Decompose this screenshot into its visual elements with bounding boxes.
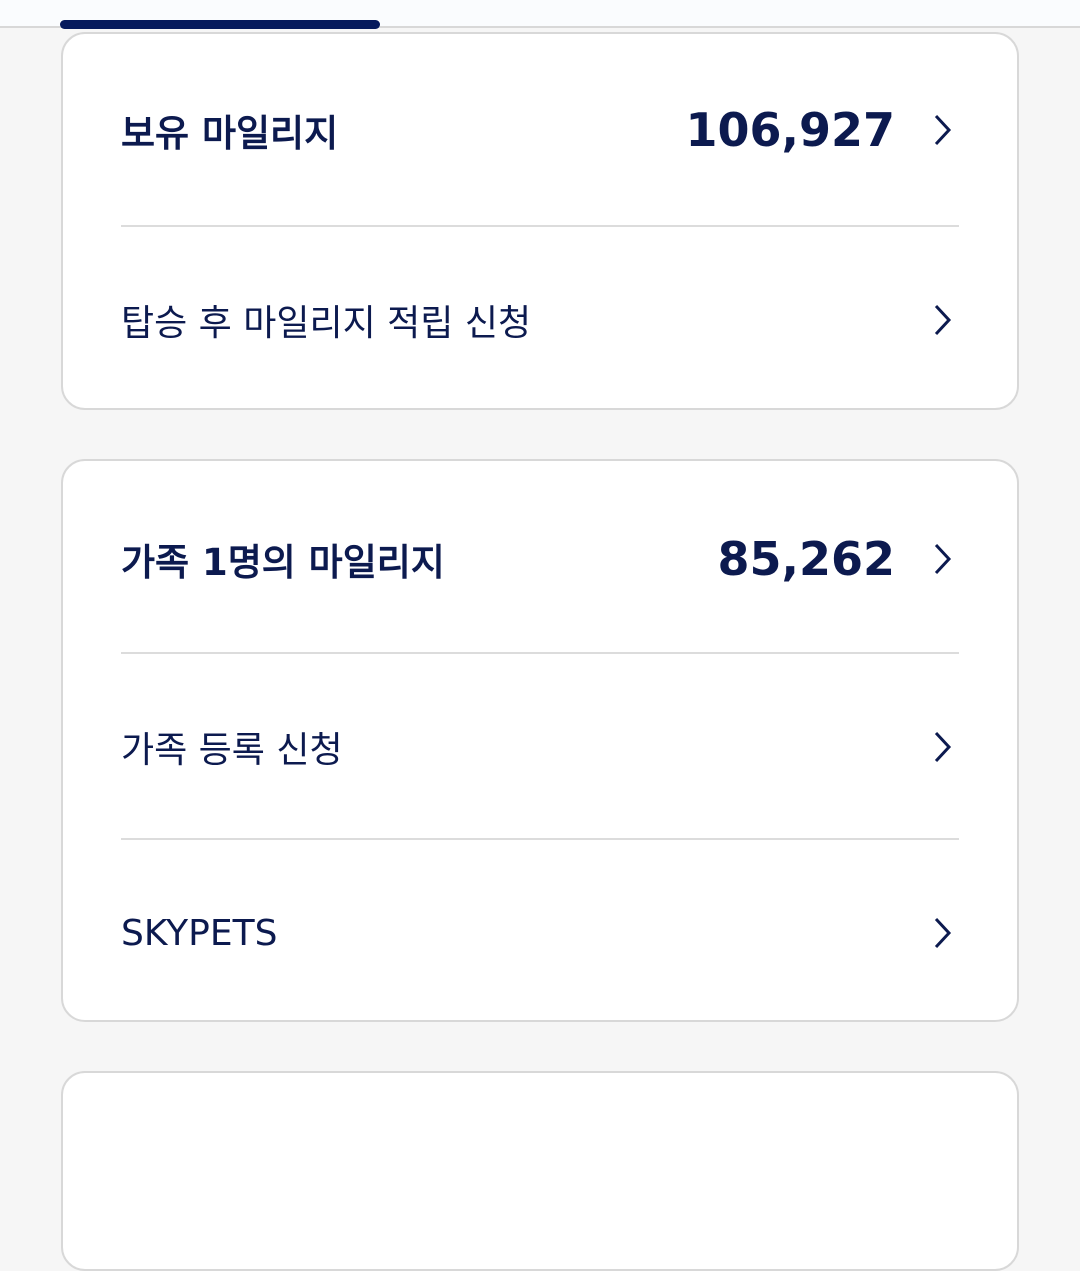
chevron-right-icon: [925, 113, 959, 147]
divider: [121, 652, 959, 654]
my-mileage-row[interactable]: 보유 마일리지 106,927: [121, 94, 959, 166]
post-flight-accrual-label: 탑승 후 마일리지 적립 신청: [121, 303, 532, 344]
post-flight-accrual-row[interactable]: 탑승 후 마일리지 적립 신청: [121, 284, 959, 356]
family-mileage-card: 가족 1명의 마일리지 85,262 가족 등록 신청 SKYPETS: [61, 459, 1019, 1022]
my-mileage-card: 보유 마일리지 106,927 탑승 후 마일리지 적립 신청: [61, 32, 1019, 410]
family-mileage-label: 가족 1명의 마일리지: [121, 541, 445, 584]
my-mileage-value: 106,927: [685, 103, 895, 157]
next-card: [61, 1071, 1019, 1271]
divider: [121, 838, 959, 840]
chevron-right-icon: [925, 730, 959, 764]
chevron-right-icon: [925, 542, 959, 576]
skypets-row[interactable]: SKYPETS: [121, 897, 959, 969]
chevron-right-icon: [925, 916, 959, 950]
family-registration-label: 가족 등록 신청: [121, 730, 343, 771]
family-registration-row[interactable]: 가족 등록 신청: [121, 711, 959, 783]
skypets-label: SKYPETS: [121, 912, 278, 954]
family-mileage-value: 85,262: [717, 532, 895, 586]
family-mileage-row[interactable]: 가족 1명의 마일리지 85,262: [121, 523, 959, 595]
tab-bar: [0, 0, 1080, 29]
chevron-right-icon: [925, 303, 959, 337]
my-mileage-label: 보유 마일리지: [121, 112, 339, 155]
divider: [121, 225, 959, 227]
active-tab-indicator: [60, 20, 380, 29]
